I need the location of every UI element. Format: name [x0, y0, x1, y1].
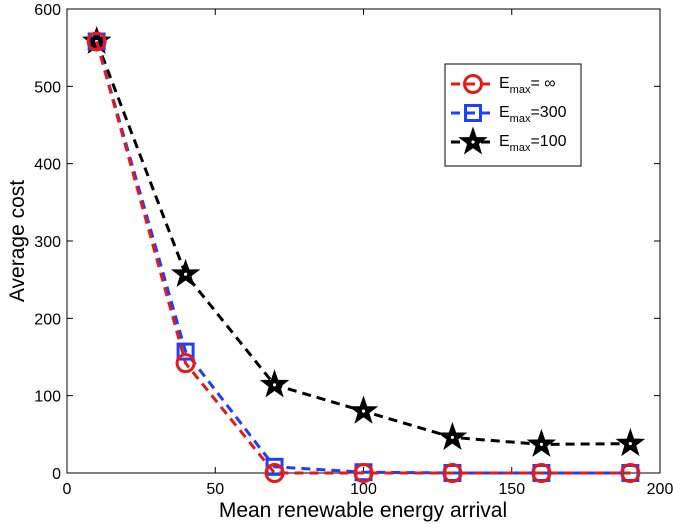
legend-marker [464, 104, 482, 122]
series-layer [81, 25, 646, 483]
star-center [471, 140, 475, 144]
y-tick-label: 100 [34, 389, 61, 406]
y-axis-label: Average cost [6, 180, 29, 302]
data-point [259, 369, 290, 398]
legend: Emax= ∞ Emax=300 Emax=100 [444, 63, 582, 167]
x-tick-label: 100 [350, 481, 377, 498]
data-point [175, 353, 196, 374]
data-point [170, 258, 201, 287]
y-tick-label: 400 [34, 157, 61, 174]
y-tick-label: 600 [34, 2, 61, 19]
legend-marker [458, 126, 488, 155]
data-point [348, 395, 379, 424]
data-point [615, 428, 646, 457]
data-point [620, 463, 641, 483]
star-center [539, 442, 544, 446]
axis-ticks: 0 50 100 150 200 0 100 200 300 400 500 600 [34, 2, 673, 498]
series-circle [86, 31, 641, 483]
legend-entry: Emax= ∞ [451, 74, 556, 96]
y-tick-label: 500 [34, 79, 61, 96]
x-tick-label: 50 [206, 481, 224, 498]
star-center [450, 435, 455, 440]
data-point [176, 342, 195, 361]
star-center [361, 409, 366, 413]
data-point [264, 463, 285, 483]
legend-entry: Emax=100 [451, 126, 567, 155]
data-point [526, 428, 557, 457]
x-tick-label: 200 [647, 481, 673, 498]
legend-label: Emax=100 [499, 133, 567, 154]
x-tick-label: 150 [498, 481, 525, 498]
star-center [272, 383, 277, 387]
y-tick-label: 200 [34, 311, 61, 328]
series-star [81, 25, 646, 457]
legend-label: Emax=300 [499, 104, 567, 125]
x-tick-label: 0 [63, 481, 72, 498]
legend-entry: Emax=300 [451, 104, 567, 125]
data-point [531, 463, 552, 483]
star-center [628, 442, 632, 446]
data-point [442, 463, 463, 483]
data-point [86, 31, 107, 52]
legend-marker [463, 74, 483, 94]
data-point [353, 463, 374, 483]
star-center [184, 272, 188, 276]
data-point [437, 421, 468, 451]
y-tick-label: 0 [52, 466, 61, 483]
series-line [95, 41, 631, 475]
y-tick-label: 300 [34, 234, 61, 251]
x-axis-label: Mean renewable energy arrival [219, 499, 507, 522]
legend-label: Emax= ∞ [499, 75, 556, 96]
